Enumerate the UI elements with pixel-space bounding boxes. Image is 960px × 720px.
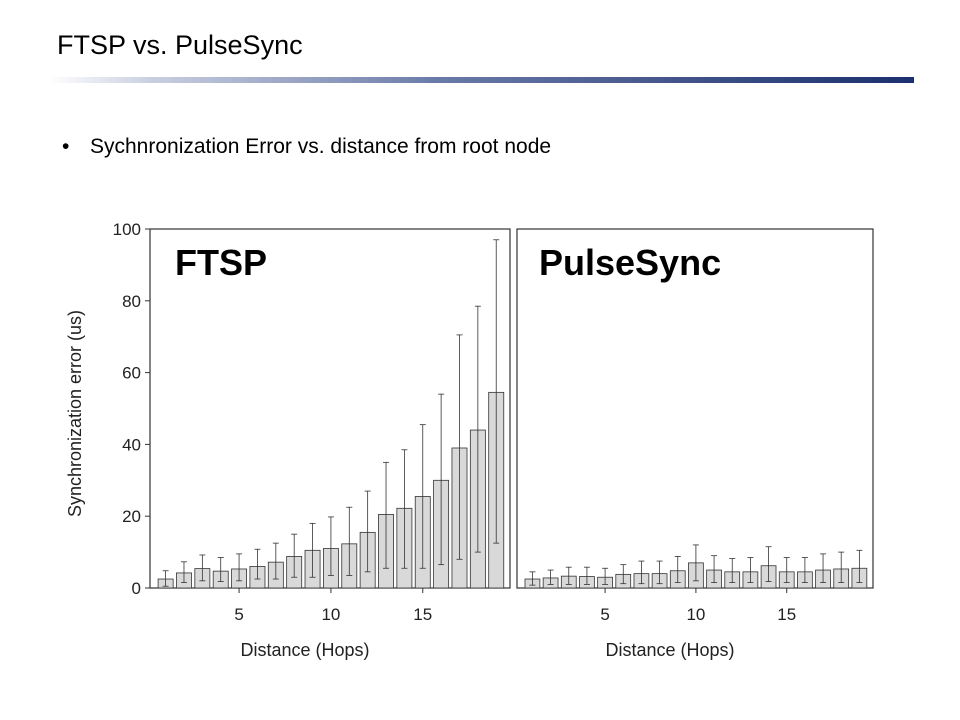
slide-title: FTSP vs. PulseSync (57, 30, 303, 60)
panel-title: PulseSync (539, 242, 721, 283)
bullet-dot: • (62, 135, 70, 158)
x-tick-label: 5 (234, 605, 243, 624)
bullet-text: Sychnronization Error vs. distance from … (90, 135, 552, 158)
y-tick-label: 0 (132, 579, 141, 598)
title-rule (48, 77, 914, 83)
y-tick-label: 40 (122, 435, 141, 454)
panel-title: FTSP (175, 242, 267, 283)
y-axis-label: Synchronization error (us) (65, 310, 85, 517)
x-axis-label: Distance (Hops) (240, 640, 369, 660)
x-tick-label: 5 (600, 605, 609, 624)
bullet-item: • Sychnronization Error vs. distance from… (62, 135, 551, 159)
y-tick-label: 60 (122, 364, 141, 383)
x-tick-label: 15 (777, 605, 796, 624)
x-tick-label: 10 (321, 605, 340, 624)
x-axis-label: Distance (Hops) (605, 640, 734, 660)
y-tick-label: 20 (122, 507, 141, 526)
x-tick-label: 10 (686, 605, 705, 624)
y-tick-label: 80 (122, 292, 141, 311)
y-tick-label: 100 (113, 220, 141, 239)
x-tick-label: 15 (413, 605, 432, 624)
